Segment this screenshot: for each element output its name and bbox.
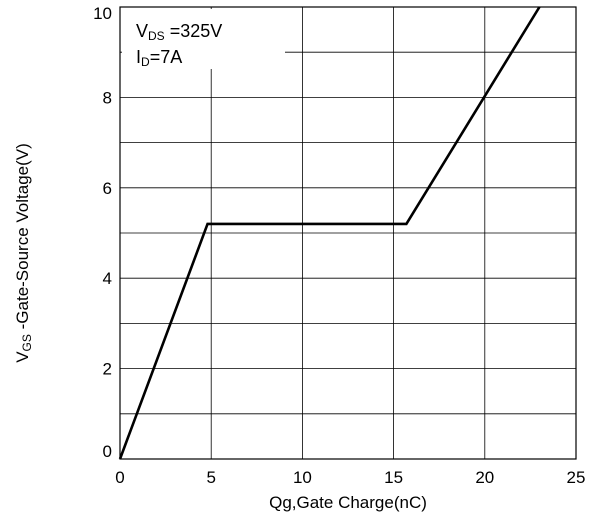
x-tick-label-20: 20 [475, 468, 494, 487]
x-tick-label-25: 25 [567, 468, 586, 487]
y-tick-label-6: 6 [103, 179, 112, 198]
series-group [118, 6, 541, 460]
y-tick-label-8: 8 [103, 88, 112, 107]
y-tick-labels: 0 2 4 6 8 10 [93, 4, 112, 461]
plot-frame [119, 6, 577, 460]
x-axis-label: Qg,Gate Charge(nC) [269, 493, 427, 512]
y-axis-label: VGS -Gate-Source Voltage(V) [13, 143, 34, 363]
y-tick-label-0: 0 [103, 442, 112, 461]
y-tick-label-2: 2 [103, 360, 112, 379]
annotation-background [122, 9, 285, 69]
x-tick-label-10: 10 [293, 468, 312, 487]
annotation-vds: VDS =325V [136, 21, 222, 43]
y-tick-label-10: 10 [93, 4, 112, 23]
y-tick-label-4: 4 [103, 269, 112, 288]
x-tick-label-0: 0 [115, 468, 124, 487]
annotation-id: ID=7A [136, 47, 182, 69]
x-tick-label-5: 5 [206, 468, 215, 487]
x-tick-label-15: 15 [384, 468, 403, 487]
annotation-box: VDS =325V ID=7A [122, 9, 285, 69]
x-tick-labels: 0 5 10 15 20 25 [115, 468, 585, 487]
grid-lines [119, 6, 577, 460]
series-line-0 [118, 6, 541, 460]
